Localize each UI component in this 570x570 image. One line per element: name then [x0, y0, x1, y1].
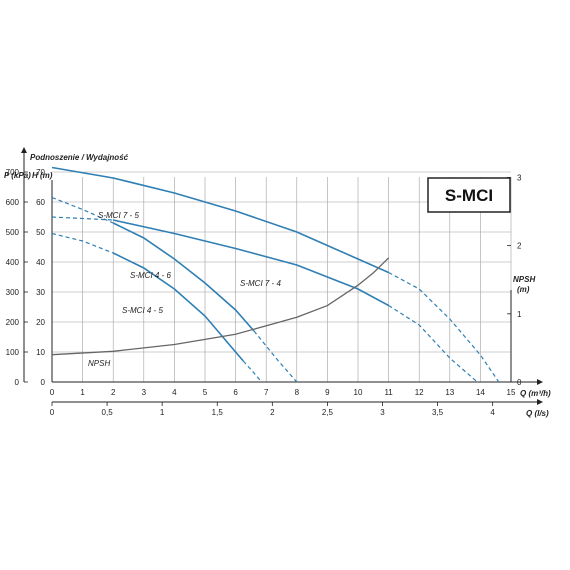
x-axis-m3h-label: Q (m³/h) [520, 389, 551, 398]
x-m3h-tick-label: 11 [384, 388, 393, 397]
npsh-tick-label: 2 [517, 242, 522, 251]
series-label-1: S-MCI 7 - 4 [240, 279, 281, 288]
npsh-line [51, 257, 390, 356]
head-tick-label: 60 [36, 198, 45, 207]
x-ls-tick-label: 3,5 [432, 408, 444, 417]
header-label: Podnoszenie / Wydajność [30, 153, 129, 162]
pressure-tick-label: 700 [6, 168, 20, 177]
series-2-dashed-end [253, 330, 298, 383]
head-tick-label: 10 [36, 348, 45, 357]
x-m3h-tick-label: 8 [295, 388, 300, 397]
head-tick-label: 0 [41, 378, 46, 387]
head-axis-label: H (m) [32, 171, 53, 180]
series-1-line [113, 219, 389, 307]
pressure-tick-label: 500 [6, 228, 20, 237]
series-0-dashed-end [388, 271, 500, 383]
axes [21, 147, 543, 405]
npsh-tick-label: 3 [517, 173, 522, 182]
npsh-series-label: NPSH [88, 359, 110, 368]
x-m3h-tick-label: 4 [172, 388, 177, 397]
x-ls-tick-label: 2 [270, 408, 275, 417]
x-ls-tick-label: 2,5 [322, 408, 334, 417]
chart-title: S-MCI [445, 186, 493, 205]
x-m3h-tick-label: 6 [233, 388, 238, 397]
head-tick-label: 20 [36, 318, 45, 327]
x-ls-tick-label: 1,5 [212, 408, 224, 417]
series-1-dashed-end [388, 304, 478, 383]
npsh-tick-label: 0 [517, 378, 522, 387]
series-2-dashed-start [51, 196, 114, 224]
pressure-tick-label: 600 [6, 198, 20, 207]
tick-labels: 0102030405060700100200300400500600700012… [6, 168, 522, 417]
series-label-2: S-MCI 4 - 6 [130, 271, 171, 280]
pressure-axis-label: P (kPa) [4, 171, 31, 180]
series-1-dashed-start [51, 216, 114, 221]
series-3-line [112, 252, 244, 362]
curves: S-MCI 7 - 5 S-MCI 7 - 4 S-MCI 4 - 6 S-MCI 4… [51, 166, 500, 383]
x-ls-tick-label: 0,5 [102, 408, 114, 417]
head-tick-label: 50 [36, 228, 45, 237]
x-axis-ls-label: Q (l/s) [526, 409, 549, 418]
pressure-tick-label: 200 [6, 318, 20, 327]
x-m3h-tick-label: 1 [80, 388, 85, 397]
pressure-tick-label: 0 [15, 378, 20, 387]
npsh-axis-label: NPSH [513, 275, 535, 284]
x-m3h-tick-label: 14 [476, 388, 485, 397]
series-label-3: S-MCI 4 - 5 [122, 306, 163, 315]
x-m3h-tick-label: 3 [142, 388, 147, 397]
x-m3h-tick-label: 13 [445, 388, 454, 397]
x-m3h-tick-label: 12 [415, 388, 424, 397]
x-m3h-tick-label: 7 [264, 388, 269, 397]
series-3-dashed-end [242, 360, 263, 383]
series-label-0: S-MCI 7 - 5 [98, 211, 139, 220]
x-m3h-tick-label: 15 [507, 388, 516, 397]
x-ls-tick-label: 1 [160, 408, 165, 417]
pressure-tick-label: 400 [6, 258, 20, 267]
x-ls-tick-label: 4 [490, 408, 495, 417]
npsh-axis-unit: (m) [517, 285, 530, 294]
x-m3h-tick-label: 2 [111, 388, 116, 397]
head-tick-label: 70 [36, 168, 45, 177]
x-ls-tick-label: 0 [50, 408, 55, 417]
x-m3h-tick-label: 5 [203, 388, 208, 397]
x-m3h-tick-label: 10 [354, 388, 363, 397]
npsh-tick-label: 1 [517, 310, 522, 319]
series-2-line [112, 222, 255, 332]
pressure-tick-label: 300 [6, 288, 20, 297]
series-3-dashed-start [51, 232, 114, 254]
title-box: S-MCI [427, 177, 511, 213]
x-m3h-tick-label: 9 [325, 388, 330, 397]
x-m3h-tick-label: 0 [50, 388, 55, 397]
head-tick-label: 30 [36, 288, 45, 297]
head-tick-label: 40 [36, 258, 45, 267]
x-ls-tick-label: 3 [380, 408, 385, 417]
series-0-line [51, 166, 389, 274]
pressure-tick-label: 100 [6, 348, 20, 357]
